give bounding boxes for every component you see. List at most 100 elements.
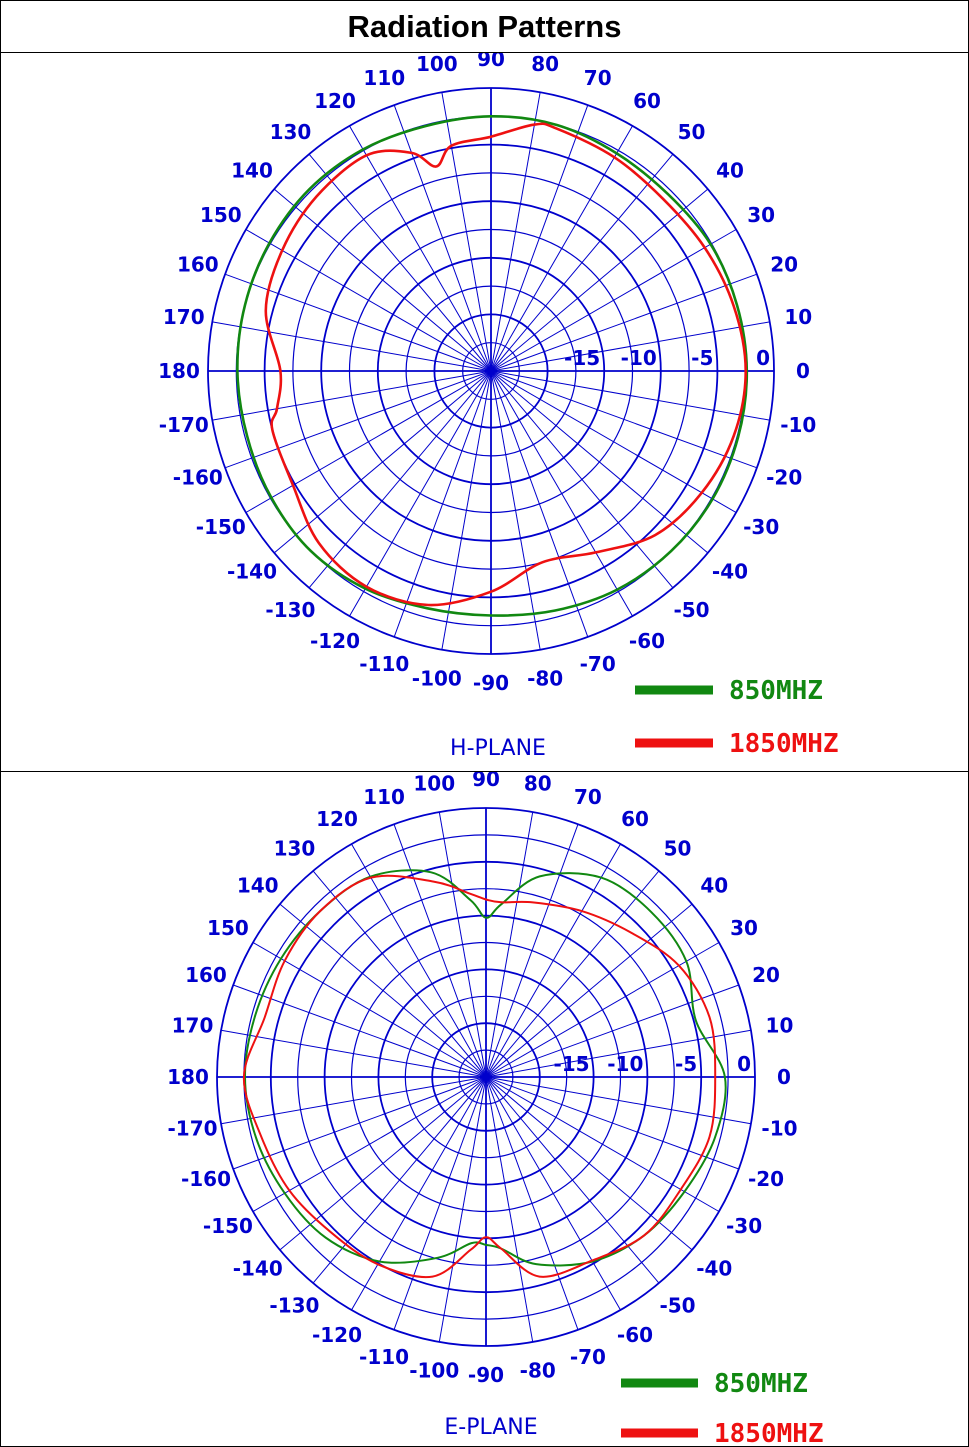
angle-tick-label: 100 [413,772,455,796]
polar-grid [216,807,756,1347]
radial-tick-label: -15 [564,346,600,370]
polar-spoke [485,811,534,1078]
polar-spoke [441,92,492,372]
e-plane-panel: 0 10 20 30 40 50 60 70 80 90 100 110 120 130 140 150 160… [1,772,968,1446]
angle-tick-label: 10 [784,305,812,329]
polar-spoke [349,125,492,372]
angle-tick-label: -100 [412,666,462,690]
angle-tick-label: 170 [172,1013,214,1037]
polar-spoke [252,942,487,1078]
angle-tick-label: 160 [185,963,227,987]
polar-spoke [273,370,492,554]
radial-tick-label: -5 [691,346,713,370]
series-line-850mhz [236,114,749,617]
angle-tick-label: -40 [712,560,748,584]
angle-tick-label: -50 [659,1293,695,1317]
angle-tick-label: -100 [409,1358,459,1382]
angle-tick-label: 90 [477,53,505,71]
polar-spoke [273,188,492,372]
polar-spoke [351,843,487,1078]
polar-spoke [490,153,674,372]
angle-tick-label: 100 [416,53,458,76]
radial-tick-label: 0 [756,346,770,370]
angle-tick-label: -30 [743,515,779,539]
polar-spoke [351,1076,487,1311]
polar-spoke [490,370,758,469]
angle-tick-label: -50 [673,598,709,622]
angle-tick-label: -80 [520,1358,556,1382]
polar-spoke [490,229,737,372]
angle-tick-label: 40 [700,873,728,897]
series-line-850mhz [243,869,727,1267]
polar-spoke [212,370,492,421]
series-line-1850mhz [242,874,717,1279]
polar-spoke [490,370,674,589]
angle-tick-label: -130 [269,1293,319,1317]
angle-tick-label: 0 [796,359,810,383]
polar-spoke [490,370,633,617]
polar-spoke [312,1076,487,1284]
angle-tick-label: 40 [716,158,744,182]
polar-spoke [438,811,487,1078]
angle-tick-label: 120 [314,89,356,113]
polar-spoke [220,1029,487,1078]
polar-spoke [393,104,492,372]
polar-spoke [490,125,633,372]
polar-spoke [490,370,589,638]
angle-tick-label: -30 [726,1214,762,1238]
polar-center [482,1073,490,1081]
polar-spoke [490,370,770,421]
angle-tick-label: 160 [177,252,219,276]
polar-spoke [393,824,487,1078]
polar-spoke [485,1076,739,1170]
radial-tick-label: -10 [607,1052,643,1076]
angle-tick-label: -140 [227,560,277,584]
polar-spoke [485,1076,752,1125]
polar-spoke [490,104,589,372]
angle-tick-label: 120 [316,807,358,831]
polar-spoke [233,1076,487,1170]
polar-spoke [279,1076,487,1251]
angle-tick-label: -60 [629,629,665,653]
angle-tick-label: -60 [617,1323,653,1347]
angle-tick-label: -20 [766,466,802,490]
polar-spoke [490,370,737,513]
polar-spoke [212,321,492,372]
radial-tick-label: 0 [737,1052,751,1076]
angle-tick-label: -90 [473,671,509,695]
angle-tick-label: 70 [584,66,612,90]
polar-spoke [485,1076,621,1311]
page-title: Radiation Patterns [347,8,622,44]
polar-spoke [485,903,693,1078]
polar-spoke [485,1029,752,1078]
angle-tick-label: -140 [233,1257,283,1281]
polar-spoke [485,824,579,1078]
plane-label: E-PLANE [444,1415,537,1440]
legend-label: 1850MHZ [714,1419,824,1446]
angle-tick-label: -170 [167,1117,217,1141]
polar-spoke [490,370,541,650]
angle-tick-label: -40 [696,1257,732,1281]
polar-spoke [485,942,720,1078]
angle-tick-label: -150 [196,515,246,539]
h-plane-panel: 0 10 20 30 40 50 60 70 80 90 100 110 120 130 140 150 160… [1,53,968,772]
angle-tick-label: 80 [531,53,559,76]
polar-spoke [490,188,709,372]
polar-spoke [490,92,541,372]
angle-tick-label: 140 [237,873,279,897]
angle-tick-label: -120 [310,629,360,653]
polar-spoke [485,870,660,1078]
angle-tick-label: -70 [570,1345,606,1369]
radial-tick-label: -10 [621,346,657,370]
polar-spoke [485,984,739,1078]
polar-spoke [485,1076,579,1330]
angle-tick-label: 150 [207,916,249,940]
angle-tick-label: 170 [163,305,205,329]
angle-tick-label: 110 [363,66,405,90]
radial-tick-label: -5 [675,1052,697,1076]
polar-spoke [245,370,492,513]
angle-tick-label: 80 [524,772,552,796]
angle-tick-label: -110 [359,1345,409,1369]
angle-tick-label: 50 [678,120,706,144]
